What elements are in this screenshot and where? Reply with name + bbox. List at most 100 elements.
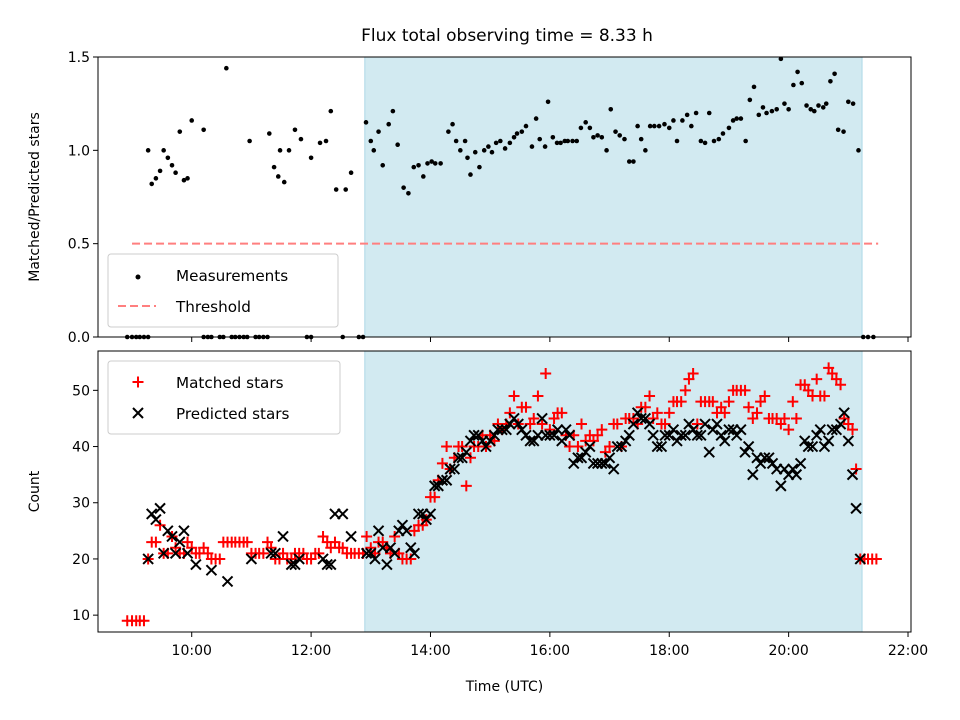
data-point bbox=[444, 463, 456, 475]
x-tick-label: 12:00 bbox=[291, 643, 331, 659]
data-point bbox=[508, 390, 520, 402]
data-point bbox=[214, 553, 226, 565]
data-point bbox=[778, 463, 791, 475]
data-point bbox=[429, 159, 434, 164]
data-point bbox=[587, 457, 600, 470]
data-point bbox=[568, 457, 580, 470]
legend-box bbox=[107, 360, 341, 435]
data-point bbox=[446, 129, 451, 134]
data-point bbox=[790, 468, 803, 481]
data-point bbox=[298, 136, 304, 142]
data-point bbox=[656, 123, 662, 129]
data-point bbox=[769, 108, 775, 114]
data-point bbox=[596, 457, 608, 470]
data-point bbox=[224, 65, 229, 71]
data-point bbox=[529, 144, 535, 149]
data-point bbox=[432, 161, 438, 166]
data-point bbox=[782, 101, 787, 106]
data-point bbox=[468, 172, 473, 177]
data-point bbox=[428, 480, 441, 492]
data-point bbox=[520, 429, 532, 442]
data-point bbox=[828, 78, 833, 84]
data-point bbox=[826, 367, 838, 379]
data-point bbox=[323, 138, 329, 144]
data-point bbox=[245, 553, 258, 565]
data-point bbox=[691, 429, 704, 442]
data-point bbox=[438, 161, 443, 166]
data-point bbox=[540, 367, 552, 379]
data-point bbox=[345, 530, 357, 543]
y-tick-label: 30 bbox=[72, 496, 90, 512]
data-point bbox=[436, 474, 449, 486]
data-point bbox=[462, 138, 468, 144]
series-measurements bbox=[124, 56, 876, 340]
data-point bbox=[440, 474, 453, 486]
data-point bbox=[401, 185, 406, 190]
legend-box bbox=[107, 253, 339, 328]
axes-frame bbox=[97, 56, 912, 338]
data-point bbox=[627, 418, 640, 430]
data-point bbox=[683, 418, 695, 430]
data-point bbox=[604, 148, 609, 153]
data-point bbox=[420, 513, 433, 526]
data-point bbox=[675, 429, 687, 442]
data-point bbox=[608, 106, 614, 112]
data-point bbox=[536, 418, 548, 430]
data-point bbox=[376, 129, 381, 134]
data-point bbox=[286, 148, 292, 153]
data-point bbox=[680, 118, 685, 123]
data-point bbox=[703, 446, 715, 458]
data-point bbox=[406, 190, 411, 196]
data-point bbox=[659, 418, 671, 430]
data-point bbox=[153, 176, 159, 181]
data-point bbox=[747, 97, 753, 103]
data-point bbox=[400, 525, 413, 537]
y-tick-label: 40 bbox=[72, 440, 90, 456]
data-point bbox=[162, 525, 174, 537]
data-point bbox=[333, 187, 339, 192]
data-point bbox=[365, 542, 377, 554]
data-point bbox=[802, 440, 815, 453]
data-point bbox=[595, 133, 600, 138]
data-point bbox=[675, 396, 687, 408]
data-point bbox=[145, 148, 151, 153]
data-point bbox=[786, 106, 791, 112]
data-point bbox=[472, 429, 484, 442]
data-point bbox=[468, 429, 480, 442]
data-point bbox=[623, 429, 635, 442]
data-point bbox=[548, 412, 560, 424]
data-point bbox=[838, 407, 850, 419]
data-point bbox=[854, 553, 866, 565]
data-point bbox=[511, 134, 517, 140]
data-point bbox=[617, 133, 623, 138]
data-point bbox=[830, 373, 842, 385]
y-tick-label: 1.0 bbox=[68, 143, 90, 159]
data-point bbox=[695, 429, 707, 442]
data-point bbox=[663, 407, 675, 419]
data-point bbox=[760, 105, 766, 110]
data-point bbox=[766, 457, 779, 470]
data-point bbox=[830, 423, 843, 436]
data-point bbox=[835, 379, 847, 391]
data-point bbox=[489, 149, 495, 155]
data-point bbox=[842, 418, 854, 430]
data-point bbox=[520, 401, 532, 413]
data-point bbox=[508, 412, 520, 425]
data-point bbox=[289, 558, 301, 571]
data-point bbox=[425, 161, 430, 166]
data-point bbox=[811, 373, 823, 385]
data-point bbox=[644, 390, 656, 402]
data-point bbox=[380, 162, 386, 168]
data-point bbox=[651, 440, 664, 453]
data-point bbox=[799, 435, 811, 447]
data-point bbox=[667, 423, 680, 436]
data-point bbox=[651, 407, 663, 419]
top-panel: 0.0 0.5 1.0 1.5 Matched/Predicted stars Measu… bbox=[27, 50, 912, 346]
data-point bbox=[743, 401, 755, 413]
data-point bbox=[337, 542, 349, 554]
data-point bbox=[277, 148, 283, 153]
series-predicted-stars bbox=[142, 407, 866, 588]
data-point bbox=[818, 440, 831, 453]
data-point bbox=[719, 435, 731, 447]
